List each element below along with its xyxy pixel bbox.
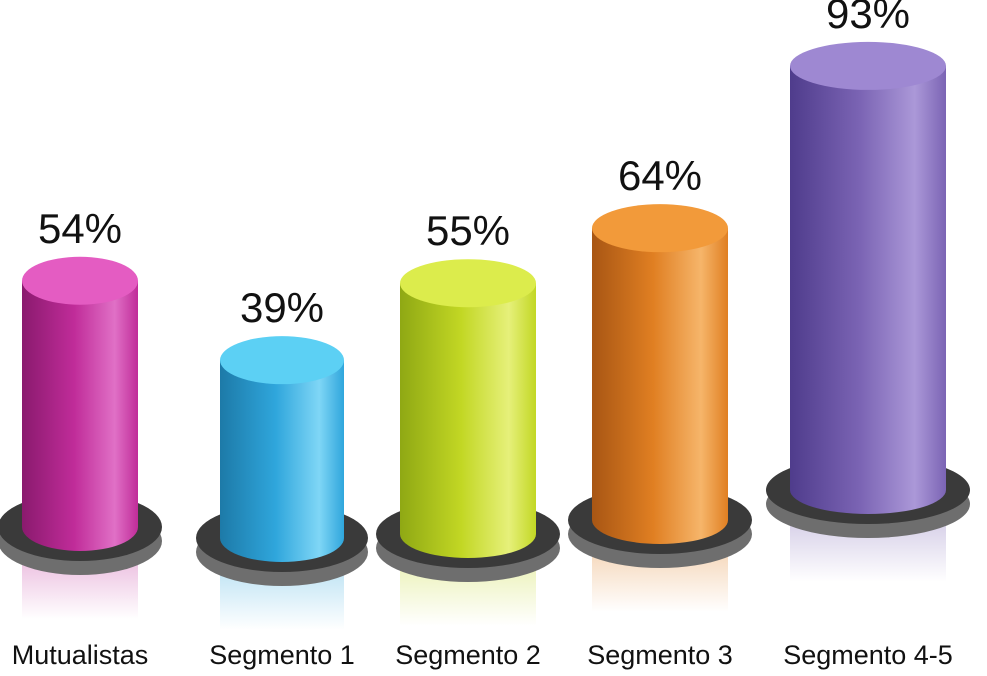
labels-layer: 54% Mutualistas 39% Segmento 1 55% Segmento 2… xyxy=(12,0,953,670)
category-label-mutualistas: Mutualistas xyxy=(12,640,149,670)
bar-cylinder-body xyxy=(400,283,536,558)
bar-segmento-1 xyxy=(196,336,368,630)
value-label-segmento-4-5: 93% xyxy=(826,0,910,37)
bar-cylinder-body xyxy=(790,65,946,515)
bar-segmento-4-5 xyxy=(766,41,970,582)
bar-segmento-3 xyxy=(568,204,752,612)
bar-cylinder-body xyxy=(22,280,138,551)
category-label-segmento-4-5: Segmento 4-5 xyxy=(783,640,953,670)
value-label-segmento-3: 64% xyxy=(618,152,702,199)
bar-cylinder-top xyxy=(220,336,344,385)
value-label-mutualistas: 54% xyxy=(38,205,122,252)
bar-cylinder-top xyxy=(22,256,138,305)
category-label-segmento-1: Segmento 1 xyxy=(209,640,355,670)
category-label-segmento-3: Segmento 3 xyxy=(587,640,733,670)
bar-cylinder-top xyxy=(790,41,946,90)
bar-cylinder-top xyxy=(592,204,728,253)
bar-segmento-2 xyxy=(376,259,560,626)
category-label-segmento-2: Segmento 2 xyxy=(395,640,541,670)
bars-layer xyxy=(0,41,970,630)
value-label-segmento-1: 39% xyxy=(240,284,324,331)
bar-cylinder-body xyxy=(220,360,344,562)
bar-mutualistas xyxy=(0,256,162,619)
bar-cylinder-top xyxy=(400,259,536,308)
value-label-segmento-2: 55% xyxy=(426,207,510,254)
bar-cylinder-body xyxy=(592,228,728,544)
